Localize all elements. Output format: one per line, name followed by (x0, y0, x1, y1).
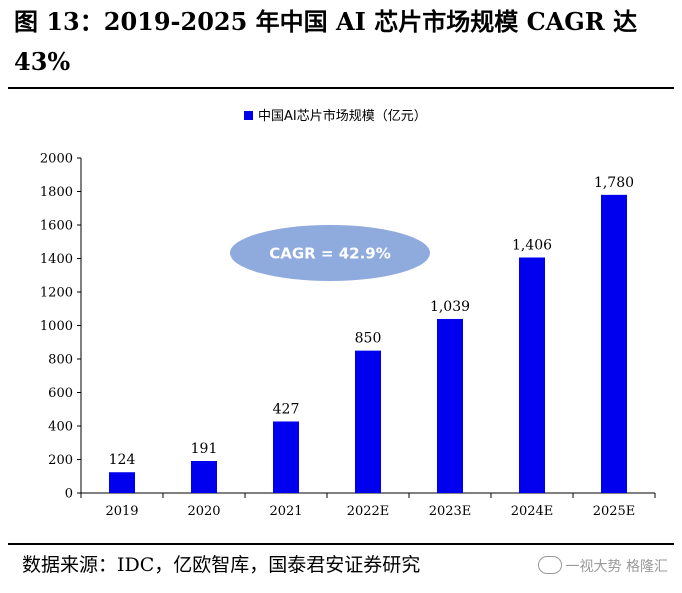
figure-title: 图 13：2019-2025 年中国 AI 芯片市场规模 CAGR 达 43% (14, 7, 638, 76)
x-tick-label-2021: 2021 (269, 504, 302, 519)
x-tick-label-2023E: 2023E (429, 504, 472, 519)
y-tick-label: 2000 (40, 152, 73, 167)
x-tick-label-2022E: 2022E (347, 504, 390, 519)
data-label-2025E: 1,780 (594, 175, 634, 191)
y-tick-label: 1000 (40, 319, 73, 334)
top-rule (8, 87, 674, 89)
bar-2025E (601, 194, 627, 493)
y-tick-label: 0 (65, 487, 73, 502)
bar-2020 (191, 461, 217, 493)
y-tick-label: 200 (48, 453, 73, 468)
y-tick-label: 1200 (40, 286, 73, 301)
bar-2024E (519, 257, 545, 493)
bar-2023E (437, 318, 463, 493)
bar-chart: 0 200 400 600 800 1000 1200 1400 1600 1800 2000 124… (40, 108, 656, 519)
watermark-text: 一视大势 格隆汇 (565, 559, 668, 575)
data-label-2024E: 1,406 (512, 237, 552, 253)
x-tick-label-2019: 2019 (105, 504, 138, 519)
cagr-annotation: CAGR = 42.9% (269, 245, 391, 263)
data-label-2020: 191 (191, 441, 218, 457)
bottom-rule (8, 543, 674, 545)
data-label-2022E: 850 (355, 331, 382, 347)
y-tick-label: 400 (48, 420, 73, 435)
chat-bubble-icon (537, 556, 562, 574)
x-tick-label-2020: 2020 (187, 504, 220, 519)
legend-label: 中国AI芯片市场规模（亿元） (258, 108, 427, 124)
y-tick-label: 600 (48, 386, 73, 401)
x-tick-label-2024E: 2024E (511, 504, 554, 519)
bar-2022E (355, 350, 381, 493)
data-label-2023E: 1,039 (430, 299, 470, 315)
data-label-2019: 124 (109, 452, 136, 468)
legend-swatch (244, 111, 253, 120)
source-note: 数据来源：IDC，亿欧智库，国泰君安证券研究 (22, 554, 421, 576)
data-label-2021: 427 (273, 401, 300, 417)
y-tick-label: 800 (48, 353, 73, 368)
y-tick-label: 1800 (40, 185, 73, 200)
y-tick-label: 1600 (40, 219, 73, 234)
watermark: 一视大势 格隆汇 (537, 556, 668, 576)
x-tick-label-2025E: 2025E (593, 504, 636, 519)
cagr-ellipse (230, 225, 430, 281)
y-tick-label: 1400 (40, 252, 73, 267)
bar-2019 (109, 472, 135, 493)
bar-2021 (273, 421, 299, 493)
